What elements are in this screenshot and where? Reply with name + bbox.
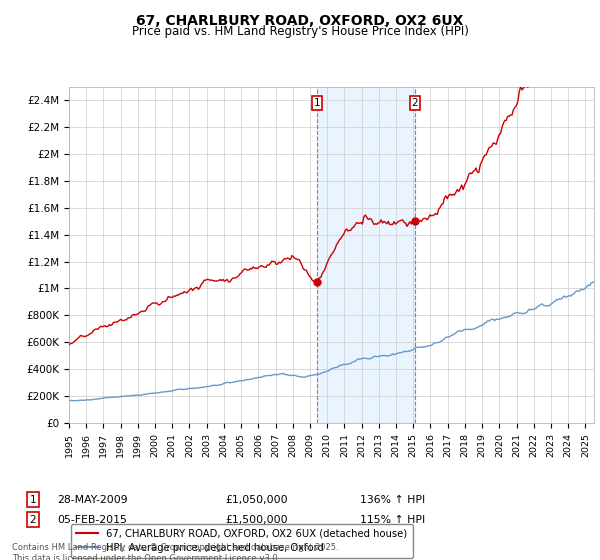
Text: £1,500,000: £1,500,000 xyxy=(225,515,287,525)
Text: £1,050,000: £1,050,000 xyxy=(225,494,287,505)
Bar xyxy=(317,87,415,423)
Text: Price paid vs. HM Land Registry's House Price Index (HPI): Price paid vs. HM Land Registry's House … xyxy=(131,25,469,38)
Text: 1: 1 xyxy=(29,494,37,505)
Text: 2: 2 xyxy=(412,98,418,108)
Text: 05-FEB-2015: 05-FEB-2015 xyxy=(57,515,127,525)
Text: 136% ↑ HPI: 136% ↑ HPI xyxy=(360,494,425,505)
Text: 2: 2 xyxy=(29,515,37,525)
Text: 1: 1 xyxy=(314,98,320,108)
Legend: 67, CHARLBURY ROAD, OXFORD, OX2 6UX (detached house), HPI: Average price, detach: 67, CHARLBURY ROAD, OXFORD, OX2 6UX (det… xyxy=(71,524,413,558)
Text: 115% ↑ HPI: 115% ↑ HPI xyxy=(360,515,425,525)
Text: 28-MAY-2009: 28-MAY-2009 xyxy=(57,494,128,505)
Text: 67, CHARLBURY ROAD, OXFORD, OX2 6UX: 67, CHARLBURY ROAD, OXFORD, OX2 6UX xyxy=(136,14,464,28)
Text: Contains HM Land Registry data © Crown copyright and database right 2025.
This d: Contains HM Land Registry data © Crown c… xyxy=(12,543,338,560)
